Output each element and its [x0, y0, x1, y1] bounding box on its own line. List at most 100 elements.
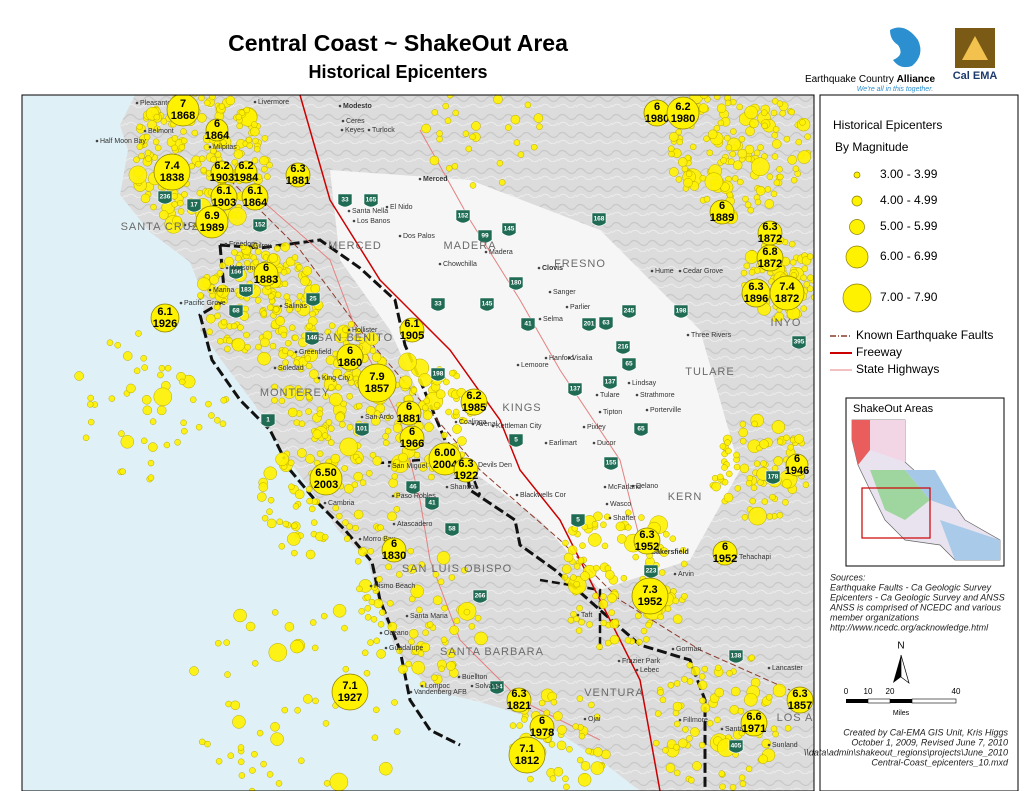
inset-north-coast: [852, 420, 870, 465]
legend-label: State Highways: [856, 362, 939, 376]
epicenter-dot: [761, 738, 772, 749]
epicenter-dot: [463, 608, 471, 616]
city-name: Parlier: [570, 304, 591, 311]
epicenter-dot: [180, 419, 187, 427]
epicenter-dot: [323, 780, 331, 787]
epicenter-dot: [148, 442, 158, 452]
epicenter-dot: [287, 407, 298, 418]
epicenter-dot: [303, 388, 310, 395]
city-dot: [565, 305, 569, 309]
epicenter-dot: [260, 760, 267, 768]
epicenter-dot: [174, 439, 181, 446]
highway-number: 180: [511, 280, 522, 287]
epicenter-dot: [268, 643, 288, 662]
city-name: San Ardo: [365, 414, 394, 421]
epicenter-dot: [209, 275, 219, 285]
highway-shield: [591, 212, 607, 227]
epicenter-dot: [292, 334, 299, 342]
city-name: Fillmore: [683, 717, 708, 724]
city-name: Hanford: [549, 355, 574, 362]
epicenter-dot: [451, 163, 459, 170]
city-dot: [635, 393, 639, 397]
city-dot: [635, 668, 639, 672]
epicenter-dot: [214, 151, 222, 158]
epicenter-magnitude: 7.4: [164, 160, 180, 172]
epicenter-dot: [142, 405, 153, 416]
epicenter-dot: [811, 294, 814, 301]
highway-shield: [228, 265, 244, 280]
source-line: http://www.ncedc.org/acknowledge.html: [830, 622, 989, 632]
epicenter-dot: [422, 404, 429, 411]
epicenter-dot: [291, 254, 299, 261]
city-name: Shafter: [613, 515, 636, 522]
city-name: Milpitas: [213, 144, 237, 151]
epicenter-dot: [271, 397, 278, 404]
epicenter-dot: [197, 113, 207, 123]
epicenter-dot: [437, 578, 445, 586]
major-epicenter: [150, 303, 180, 333]
epicenter-dot: [496, 72, 502, 78]
epicenter-dot: [440, 431, 448, 439]
epicenter-dot: [230, 700, 241, 711]
map-labels: 236 17 152 156 183 68 25 146 1 33 165 152 99 145 168 18…: [95, 95, 814, 774]
city-dot: [576, 613, 580, 617]
city-dot: [95, 139, 99, 143]
city-name: Sanger: [553, 289, 576, 296]
highway-number: 266: [475, 593, 486, 600]
city-dot: [418, 177, 422, 181]
scale-segment: [846, 699, 868, 703]
city-name: Santa Nella: [352, 208, 388, 215]
epicenter-dot: [220, 318, 228, 326]
city-dot: [548, 290, 552, 294]
epicenter-dot: [373, 637, 381, 645]
scale-tick: 20: [886, 687, 895, 696]
epicenter-dot: [744, 105, 758, 120]
highway-shield: [791, 335, 807, 350]
epicenter-dot: [421, 123, 431, 134]
epicenter-year: 1812: [515, 755, 539, 767]
epicenter-dot: [305, 486, 313, 493]
city-name: Morro Bay: [363, 536, 396, 543]
epicenter-dot: [739, 437, 747, 445]
city-name: Arvin: [678, 571, 694, 578]
epicenter-dot: [446, 661, 456, 671]
highway-shield: [501, 222, 517, 237]
legend-symbol: [851, 195, 863, 207]
epicenter-dot: [593, 713, 601, 721]
epicenter-dot: [699, 697, 706, 704]
epicenter-dot: [773, 179, 781, 186]
epicenter-dot: [776, 438, 784, 445]
epicenter-dot: [353, 471, 363, 482]
epicenter-dot: [284, 339, 292, 347]
epicenter-dot: [156, 405, 167, 416]
epicenter-dot: [474, 631, 488, 646]
epicenter-magnitude: 6.2: [466, 390, 481, 402]
epicenter-dot: [771, 153, 779, 160]
epicenter-year: 1857: [365, 383, 389, 395]
epicenter-dot: [208, 412, 215, 419]
major-epicenter: [336, 343, 364, 371]
epicenter-dot: [771, 132, 779, 139]
major-epicenter: [631, 577, 669, 615]
legend-label: 3.00 - 3.99: [880, 167, 938, 181]
epicenter-magnitude: 6.6: [746, 711, 761, 723]
highway-shield: [508, 433, 524, 448]
epicenter-dot: [632, 553, 639, 561]
city-dot: [605, 502, 609, 506]
epicenter-dot: [686, 735, 693, 742]
epicenter-dot: [673, 720, 681, 728]
subtitle: Historical Epicenters: [308, 62, 487, 82]
epicenter-dot: [244, 343, 251, 351]
epicenter-dot: [654, 710, 662, 717]
epicenter-dot: [769, 493, 776, 501]
major-epicenter: [153, 153, 191, 191]
epicenter-dot: [150, 203, 157, 211]
epicenter-dot: [343, 535, 351, 542]
epicenter-dot: [706, 149, 714, 157]
epicenter-dot: [716, 103, 727, 114]
major-epicenter: [241, 183, 269, 211]
epicenter-dot: [771, 420, 786, 434]
credit-line: \\data\admin\shakeout_regions\projects\J…: [804, 747, 1008, 757]
epicenter-dot: [396, 647, 403, 655]
city-dot: [253, 100, 257, 104]
